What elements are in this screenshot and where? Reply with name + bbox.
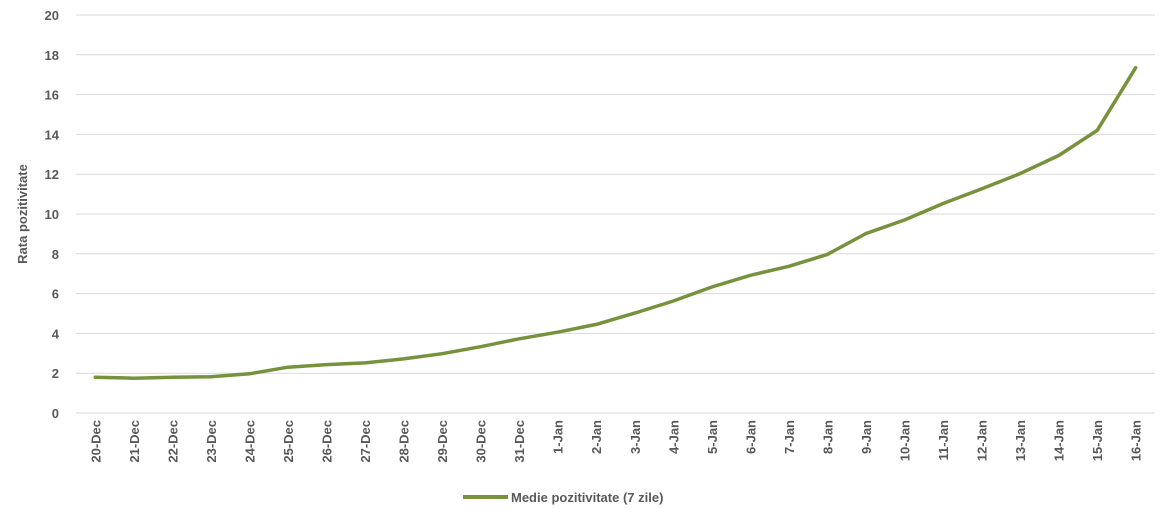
x-tick-label: 16-Jan (1129, 420, 1144, 461)
x-tick-label: 15-Jan (1090, 420, 1105, 461)
x-tick-label: 7-Jan (782, 420, 797, 454)
x-tick-label: 6-Jan (743, 420, 758, 454)
x-tick-label: 25-Dec (281, 420, 296, 463)
gridlines (76, 14, 1155, 414)
x-tick-label: 14-Jan (1052, 420, 1067, 461)
x-tick-label: 1-Jan (551, 420, 566, 454)
y-tick-label: 6 (52, 287, 59, 302)
x-tick-label: 13-Jan (1013, 420, 1028, 461)
x-tick-label: 4-Jan (666, 420, 681, 454)
y-tick-label: 18 (45, 48, 59, 63)
y-axis-title: Rata pozitivitate (15, 164, 30, 264)
legend: Medie pozitivitate (7 zile) (463, 490, 663, 505)
x-tick-label: 3-Jan (628, 420, 643, 454)
y-tick-label: 20 (45, 8, 59, 23)
legend-label: Medie pozitivitate (7 zile) (511, 490, 663, 505)
x-tick-label: 26-Dec (319, 420, 334, 463)
x-axis-ticks: 20-Dec 21-Dec 22-Dec 23-Dec 24-Dec 25-Dec 26-D… (88, 420, 1143, 463)
y-tick-label: 0 (52, 406, 59, 421)
x-tick-label: 30-Dec (474, 420, 489, 463)
x-tick-label: 27-Dec (358, 420, 373, 463)
y-tick-label: 12 (45, 167, 59, 182)
x-tick-label: 12-Jan (975, 420, 990, 461)
x-tick-label: 31-Dec (512, 420, 527, 463)
y-tick-label: 2 (52, 366, 59, 381)
y-axis-ticks: 0 2 4 6 8 10 12 14 16 18 20 (45, 8, 60, 421)
x-tick-label: 20-Dec (88, 420, 103, 463)
x-tick-label: 29-Dec (435, 420, 450, 463)
x-tick-label: 8-Jan (820, 420, 835, 454)
x-tick-label: 28-Dec (397, 420, 412, 463)
y-tick-label: 10 (45, 207, 59, 222)
x-tick-label: 22-Dec (165, 420, 180, 463)
series-layer (93, 65, 1138, 380)
x-tick-label: 24-Dec (242, 420, 257, 463)
series-line (93, 65, 1138, 380)
x-tick-label: 21-Dec (127, 420, 142, 463)
x-tick-label: 11-Jan (936, 420, 951, 461)
y-tick-label: 4 (52, 326, 60, 341)
y-tick-label: 16 (45, 88, 59, 103)
y-tick-label: 14 (45, 127, 60, 142)
x-tick-label: 5-Jan (705, 420, 720, 454)
x-tick-label: 23-Dec (204, 420, 219, 463)
x-tick-label: 9-Jan (859, 420, 874, 454)
x-tick-label: 2-Jan (589, 420, 604, 454)
y-tick-label: 8 (52, 247, 59, 262)
x-tick-label: 10-Jan (898, 420, 913, 461)
